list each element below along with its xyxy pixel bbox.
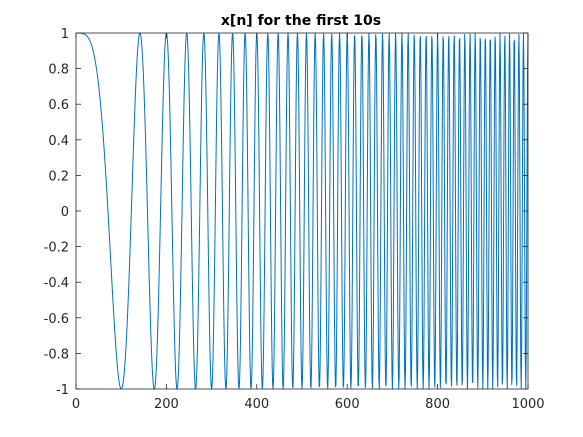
x-tick-label: 600 [335, 397, 360, 412]
chart-title: x[n] for the first 10s [221, 13, 381, 29]
y-tick-label: -0.6 [44, 312, 69, 327]
y-tick-label: -0.4 [44, 276, 69, 291]
x-tick-label: 1000 [511, 397, 544, 412]
y-tick-label: 1 [61, 27, 69, 42]
y-tick-label: 0.2 [48, 169, 69, 184]
series-line-0 [75, 32, 529, 390]
y-tick-label: -1 [56, 383, 69, 398]
y-tick-label: -0.2 [44, 241, 69, 256]
y-tick-label: 0 [61, 205, 69, 220]
x-tick-label: 400 [244, 397, 269, 412]
y-tick-label: 0.4 [48, 134, 69, 149]
x-tick-label: 200 [154, 397, 179, 412]
axes-layer: 0 200 400 600 800 1000 1 0.8 0.6 0.4 0.2 0 -0.2 -0.4 -… [44, 27, 545, 412]
y-tick-label: -0.8 [44, 347, 69, 362]
x-tick-label: 0 [72, 397, 80, 412]
plot-layer [75, 32, 529, 390]
y-tick-label: 0.8 [48, 63, 69, 78]
y-tick-label: 0.6 [48, 98, 69, 113]
x-tick-label: 800 [425, 397, 450, 412]
